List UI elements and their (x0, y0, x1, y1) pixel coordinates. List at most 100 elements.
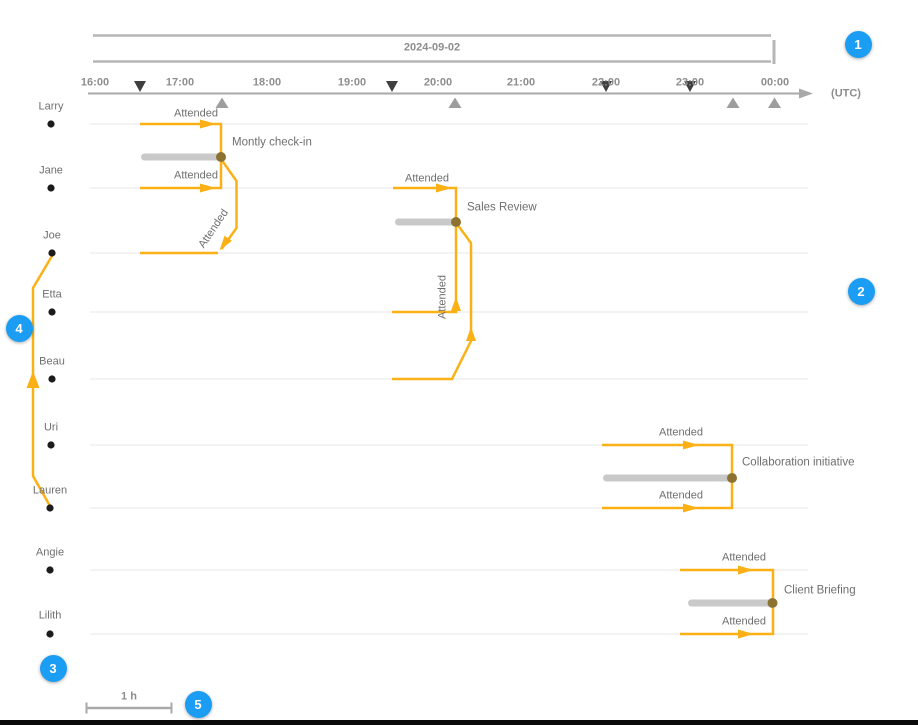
person-label-joe: Joe (43, 229, 61, 242)
event-node-sales-review[interactable] (451, 217, 461, 227)
axis-tick-label: 20:00 (423, 76, 453, 89)
arrow-right-icon (436, 183, 452, 193)
attended-label-jane: Attended (173, 169, 219, 182)
attendance-edge-lauren (602, 483, 734, 510)
attendance-edges-montly-check-in (140, 119, 238, 255)
event-bar-client-briefing[interactable] (688, 599, 773, 607)
event-nodes (216, 152, 778, 608)
annotation-badge-5: 5 (184, 690, 212, 718)
attendance-edge-etta (392, 227, 458, 314)
attendance-edges-sales-review (392, 183, 476, 381)
arrow-right-icon (738, 629, 754, 639)
axis-tick-label: 17:00 (165, 76, 195, 89)
arrow-right-icon (200, 119, 216, 129)
axis-arrow-icon (799, 88, 813, 99)
attendance-edges-collaboration-initiative (602, 440, 734, 513)
person-label-angie: Angie (35, 546, 65, 559)
event-bar-sales-review[interactable] (395, 218, 456, 226)
event-title-client-briefing: Client Briefing (784, 584, 856, 597)
attended-label-larry: Attended (173, 107, 219, 120)
axis-tick-label: 00:00 (760, 76, 790, 89)
attendance-edge-uri (602, 443, 734, 473)
person-label-beau: Beau (39, 355, 65, 368)
event-end-marker-icon (215, 97, 229, 108)
event-title-montly-check-in: Montly check-in (232, 136, 312, 149)
person-label-lilith: Lilith (38, 609, 62, 622)
event-end-markers (215, 97, 781, 108)
annotation-badge-4: 4 (5, 314, 33, 342)
event-start-marker-icon (134, 81, 146, 92)
event-node-montly-check-in[interactable] (216, 152, 226, 162)
attendance-edge-larry (140, 122, 223, 153)
bottom-border (0, 720, 918, 725)
person-dot-lilith[interactable] (46, 630, 54, 638)
attendance-edge-lilith (680, 608, 775, 636)
attended-label-angie: Attended (721, 551, 767, 564)
person-dot-uri[interactable] (47, 441, 55, 449)
axis-tick-label: 23:00 (675, 76, 705, 89)
time-axis (88, 88, 813, 99)
person-dot-jane[interactable] (47, 184, 55, 192)
relationship-edge-lauren-joe (26, 255, 54, 507)
axis-tick-label: 21:00 (506, 76, 536, 89)
person-label-larry: Larry (38, 100, 64, 113)
attended-label-lauren: Attended (658, 489, 704, 502)
annotation-badge-2: 2 (847, 277, 875, 305)
date-label: 2024-09-02 (403, 41, 461, 54)
axis-tick-label: 18:00 (252, 76, 282, 89)
attended-label-uri: Attended (658, 426, 704, 439)
event-end-marker-icon (768, 97, 781, 108)
person-dot-larry[interactable] (47, 120, 55, 128)
event-end-marker-icon (726, 97, 740, 108)
attended-label-jane-sales: Attended (404, 172, 450, 185)
attended-label-lilith: Attended (721, 615, 767, 628)
person-label-jane: Jane (39, 164, 63, 177)
attendance-edge-angie (680, 568, 775, 598)
person-label-uri: Uri (43, 421, 59, 434)
timezone-label: (UTC) (831, 87, 861, 100)
axis-tick-label: 19:00 (337, 76, 367, 89)
scale-bar (85, 702, 173, 714)
arrow-up-icon (26, 371, 40, 388)
arrow-right-icon (683, 440, 699, 450)
arrow-right-icon (683, 503, 699, 513)
axis-tick-label: 16:00 (80, 76, 110, 89)
arrow-right-icon (200, 183, 216, 193)
event-bar-montly-check-in[interactable] (141, 153, 221, 161)
arrow-up-icon (466, 327, 476, 341)
person-dot-lauren[interactable] (46, 504, 54, 512)
annotation-badge-3: 3 (39, 654, 67, 682)
person-dot-joe[interactable] (48, 249, 56, 257)
event-node-collaboration-initiative[interactable] (727, 473, 737, 483)
arrow-right-icon (738, 565, 754, 575)
attendance-edges-client-briefing (680, 565, 775, 639)
arrow-down-left-icon (219, 235, 232, 251)
event-start-marker-icon (386, 81, 398, 92)
person-dot-beau[interactable] (48, 375, 56, 383)
event-start-marker-icon (684, 81, 696, 92)
scale-bar-label: 1 h (121, 690, 137, 703)
person-dot-etta[interactable] (48, 308, 56, 316)
annotation-badge-1: 1 (844, 30, 872, 58)
event-start-markers (134, 81, 696, 92)
person-dot-angie[interactable] (46, 566, 54, 574)
person-nodes (46, 120, 56, 638)
event-bars (141, 153, 773, 607)
event-start-marker-icon (600, 81, 612, 92)
arrow-up-icon (451, 297, 461, 311)
attendance-edge-jane (140, 162, 223, 190)
event-end-marker-icon (448, 97, 462, 108)
event-title-sales-review: Sales Review (467, 201, 537, 214)
event-bar-collaboration-initiative[interactable] (603, 474, 732, 482)
axis-tick-label: 22:00 (591, 76, 621, 89)
event-title-collaboration-initiative: Collaboration initiative (742, 456, 855, 469)
attendance-edge-jane (393, 186, 458, 218)
attendance-edge-beau (392, 223, 473, 381)
attendance-edge-joe (219, 158, 238, 250)
person-label-lauren: Lauren (32, 484, 68, 497)
date-range-bar[interactable] (93, 34, 776, 65)
event-node-client-briefing[interactable] (767, 598, 778, 608)
attended-label-etta: Attended (436, 274, 449, 320)
